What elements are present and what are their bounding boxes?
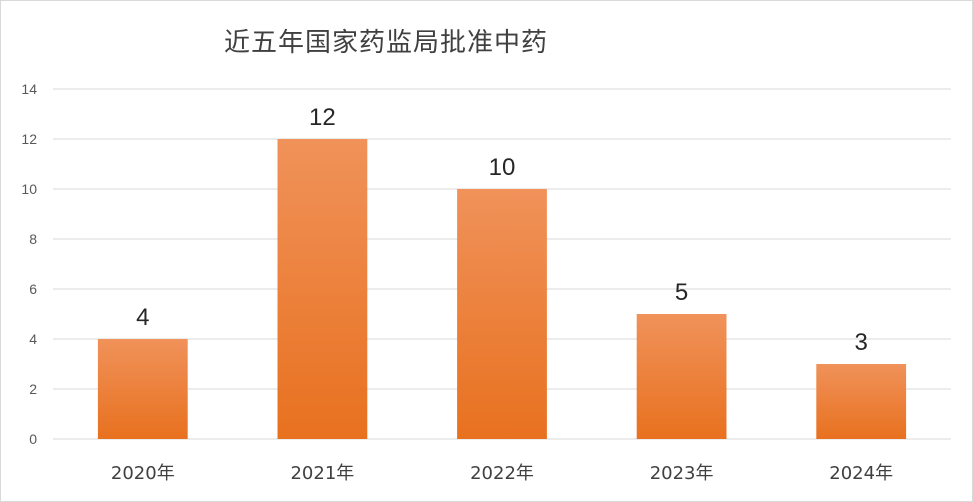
y-tick-label: 12 xyxy=(21,131,37,147)
x-tick-label: 2023年 xyxy=(650,463,714,484)
y-tick-label: 8 xyxy=(29,231,37,247)
x-tick-label: 2024年 xyxy=(829,463,893,484)
data-label: 3 xyxy=(855,329,868,356)
x-tick-label: 2022年 xyxy=(470,463,534,484)
bars xyxy=(97,139,907,439)
bar xyxy=(277,139,368,439)
x-axis-ticks: 2020年 2021年 2022年 2023年 2024年 xyxy=(111,463,893,484)
y-tick-label: 0 xyxy=(29,431,37,447)
data-labels: 4 12 10 5 3 xyxy=(136,104,868,356)
x-tick-label: 2021年 xyxy=(290,463,354,484)
y-tick-label: 10 xyxy=(21,181,37,197)
data-label: 12 xyxy=(309,104,336,131)
y-tick-label: 2 xyxy=(29,381,37,397)
y-tick-label: 14 xyxy=(21,81,37,97)
chart-title: 近五年国家药监局批准中药 xyxy=(224,28,548,58)
bar xyxy=(816,364,907,439)
data-label: 5 xyxy=(675,279,688,306)
bar xyxy=(636,314,727,439)
bar xyxy=(457,189,547,439)
y-tick-label: 6 xyxy=(29,281,37,297)
x-tick-label: 2020年 xyxy=(111,463,175,484)
y-tick-label: 4 xyxy=(29,331,37,347)
data-label: 4 xyxy=(136,304,149,331)
data-label: 10 xyxy=(489,154,516,181)
y-axis-ticks: 0 2 4 6 8 10 12 14 xyxy=(21,81,37,447)
bar xyxy=(97,339,188,439)
